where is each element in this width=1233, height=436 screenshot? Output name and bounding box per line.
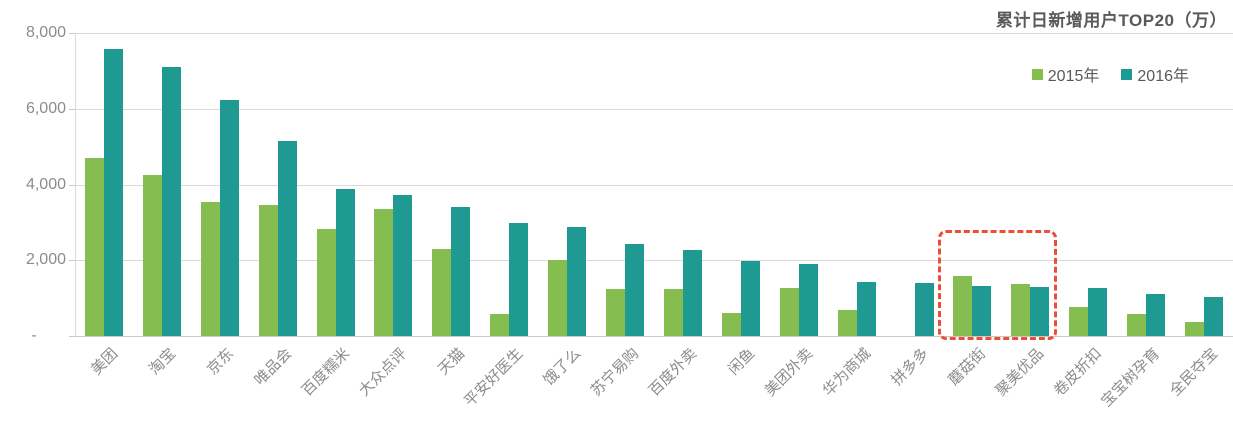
y-axis-tick-label-2000: 2,000: [25, 251, 66, 269]
bar-2016年-饿了么: [567, 227, 587, 336]
bar-2015年-美团: [84, 158, 104, 336]
highlight-dashed-box: [937, 229, 1058, 340]
bar-2016年-聚美优品: [1030, 287, 1050, 336]
legend-item-2016年: 2016年: [1121, 62, 1189, 86]
y-axis-tick-label-8000: 8,000: [25, 24, 66, 41]
gridline-6000: [75, 108, 1233, 110]
bar-2016年-美团外卖: [798, 264, 818, 336]
bar-2015年-华为商城: [837, 310, 857, 336]
bar-2015年-蘑菇街: [953, 276, 973, 336]
bar-2016年-平安好医生: [509, 223, 529, 336]
bar-2016年-卷皮折扣: [1088, 287, 1108, 336]
legend-swatch-icon: [1031, 68, 1043, 80]
bar-2015年-京东: [200, 201, 220, 336]
bar-2015年-百度外卖: [663, 288, 683, 336]
bar-2015年-大众点评: [374, 208, 394, 336]
bar-2016年-大众点评: [393, 194, 413, 336]
bar-2016年-闲鱼: [740, 261, 760, 336]
bar-2015年-饿了么: [548, 259, 568, 336]
bar-2016年-唯品会: [277, 140, 297, 336]
y-axis-tick: [69, 184, 75, 186]
bar-2015年-天猫: [432, 248, 452, 336]
y-axis-tick-label-4000: 4,000: [25, 175, 66, 193]
x-axis-line: [75, 336, 1233, 337]
bar-2016年-百度外卖: [682, 250, 702, 336]
gridline-4000: [75, 184, 1233, 186]
bar-2016年-美团: [103, 48, 123, 336]
bar-2015年-闲鱼: [721, 312, 741, 336]
bar-2015年-美团外卖: [779, 287, 799, 336]
bar-2015年-宝宝树孕育: [1127, 314, 1147, 336]
bar-2015年-卷皮折扣: [1069, 307, 1089, 336]
bar-2015年-唯品会: [258, 204, 278, 336]
bar-2016年-天猫: [451, 207, 471, 336]
legend-label: 2016年: [1137, 68, 1189, 85]
bar-2016年-拼多多: [914, 283, 934, 336]
y-axis-tick: [69, 108, 75, 110]
bar-2016年-京东: [219, 100, 239, 336]
legend-label: 2015年: [1047, 68, 1100, 85]
bar-2015年-百度糯米: [316, 228, 336, 336]
bar-2016年-百度糯米: [335, 188, 355, 336]
bar-2016年-华为商城: [856, 282, 876, 336]
plot-area: [69, 33, 1233, 337]
bar-2015年-苏宁易购: [606, 289, 626, 336]
legend-item-2015年: 2015年: [1031, 62, 1100, 86]
bar-2016年-宝宝树孕育: [1146, 293, 1166, 336]
bar-2016年-淘宝: [161, 67, 181, 336]
legend-swatch-icon: [1121, 68, 1133, 80]
bar-2015年-聚美优品: [1011, 283, 1031, 336]
y-axis-tick: [69, 336, 75, 337]
bar-2016年-全民夺宝: [1204, 296, 1224, 336]
y-axis-tick-label-0: -: [31, 327, 37, 344]
y-axis-tick: [69, 260, 75, 262]
chart-title: 累计日新增用户TOP20（万）: [995, 11, 1227, 30]
y-axis-tick: [69, 33, 75, 34]
bar-2015年-平安好医生: [490, 313, 510, 336]
bar-2015年-淘宝: [142, 174, 162, 336]
gridline-2000: [75, 260, 1233, 262]
y-axis-tick-label-6000: 6,000: [25, 99, 66, 117]
bar-2016年-苏宁易购: [625, 243, 645, 336]
bar-2016年-蘑菇街: [972, 286, 992, 336]
gridline-8000: [75, 33, 1233, 34]
bar-2015年-全民夺宝: [1185, 321, 1205, 336]
legend: 2015年 2016年: [1031, 62, 1189, 86]
